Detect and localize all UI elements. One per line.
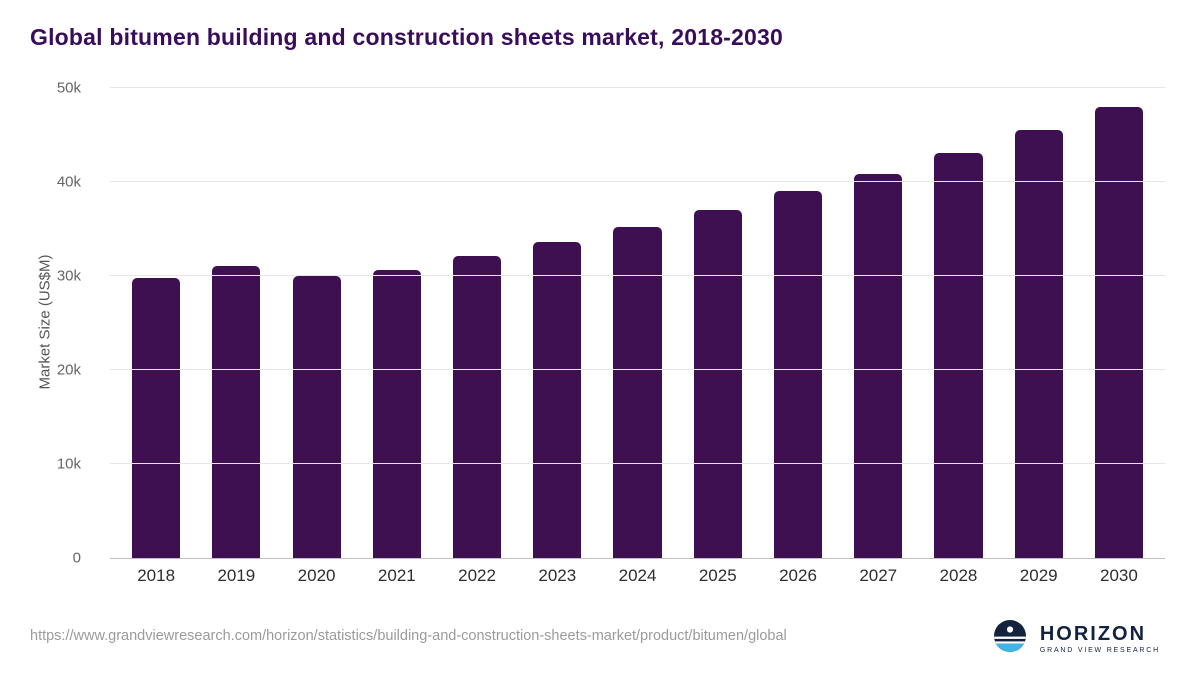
x-tick-label: 2030 (1100, 566, 1138, 585)
x-tick-label: 2025 (698, 566, 737, 585)
y-tick-label: 40k (56, 173, 81, 191)
gridline (110, 369, 1165, 370)
x-tick-label: 2020 (297, 566, 336, 585)
bar-2022 (452, 256, 502, 558)
bar-column (999, 88, 1079, 558)
logo-text-block: HORIZON GRAND VIEW RESEARCH (1039, 622, 1160, 654)
chart-title: Global bitumen building and construction… (30, 24, 784, 50)
y-tick-label: 0 (72, 549, 81, 567)
x-tick-label: 2026 (779, 566, 817, 585)
source-url: https://www.grandviewresearch.com/horizo… (30, 628, 787, 644)
x-tick-label: 2018 (137, 566, 176, 585)
bar-2023 (533, 242, 582, 558)
bar-2020 (292, 276, 341, 558)
y-tick-label: 30k (56, 267, 81, 285)
bar-column (758, 88, 838, 558)
x-tick-label: 2024 (618, 566, 657, 585)
logo-subtext: GRAND VIEW RESEARCH (1039, 646, 1160, 654)
bar-2030 (1094, 106, 1143, 558)
x-tick-label: 2029 (1019, 566, 1058, 585)
x-tick-label: 2021 (377, 566, 416, 585)
bar-column (196, 88, 276, 558)
bar-2021 (372, 270, 421, 558)
bar-2029 (1014, 130, 1063, 558)
bar-2018 (132, 277, 181, 558)
bar-2019 (212, 265, 261, 558)
bar-column (276, 88, 356, 558)
gridline (110, 463, 1165, 464)
bar-column (597, 88, 677, 558)
horizon-logo-icon (990, 616, 1030, 661)
bar-column (1079, 88, 1159, 558)
bar-column (678, 88, 758, 558)
gridline (110, 87, 1165, 88)
y-tick-label: 50k (56, 79, 81, 97)
bar-2025 (693, 210, 742, 558)
logo-name: HORIZON (1039, 622, 1147, 645)
x-tick-label: 2027 (859, 566, 898, 585)
bar-2024 (613, 227, 662, 558)
gridline (110, 181, 1165, 182)
x-axis-labels: 2018 2019 2020 2021 2022 2023 2024 2025 2026 2027… (110, 566, 1165, 586)
x-tick-label: 2022 (458, 566, 496, 585)
bar-2026 (773, 191, 823, 558)
bar-2028 (934, 152, 983, 558)
y-tick-label: 20k (56, 361, 81, 379)
x-tick-label: 2019 (217, 566, 256, 585)
x-tick-label: 2023 (538, 566, 577, 585)
bar-column (116, 88, 196, 558)
bar-column (918, 88, 998, 558)
x-tick-label: 2028 (939, 566, 978, 585)
bar-column (437, 88, 517, 558)
brand-logo: HORIZON GRAND VIEW RESEARCH (990, 616, 1160, 661)
bar-column (838, 88, 918, 558)
bar-column (357, 88, 437, 558)
bar-column (517, 88, 597, 558)
gridline (110, 275, 1165, 276)
bar-2027 (854, 173, 903, 558)
y-tick-label: 10k (56, 455, 81, 473)
y-axis-ticks: 0 10k 20k 30k 40k 50k (0, 80, 95, 567)
plot-area (110, 87, 1165, 559)
bars (110, 88, 1165, 558)
